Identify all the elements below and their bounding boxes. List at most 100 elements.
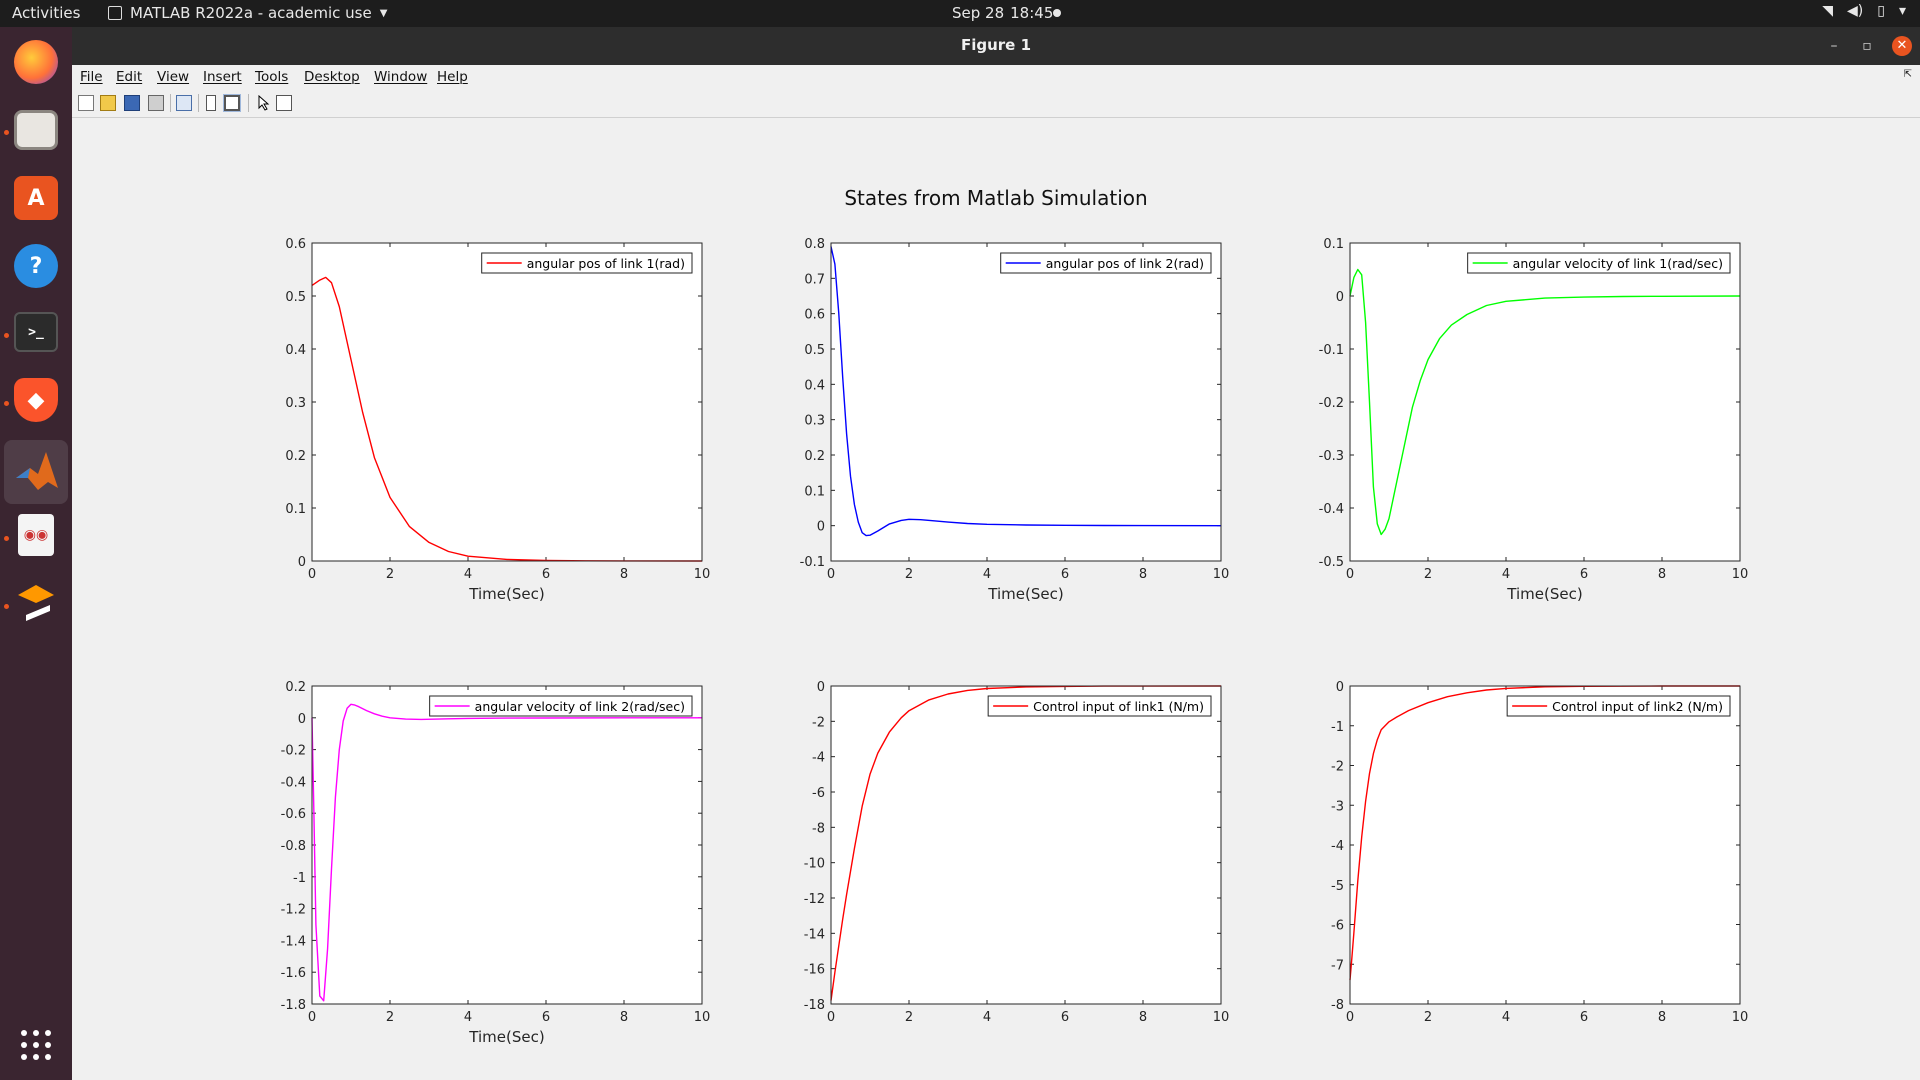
clock[interactable]: Sep 28 18:45 (952, 4, 1053, 22)
print-icon[interactable] (148, 95, 164, 111)
x-tick-label: 10 (1213, 567, 1230, 582)
hide-plot-tools-icon[interactable] (206, 95, 216, 111)
wifi-icon: ◥ (1822, 3, 1834, 19)
x-tick-label: 6 (1061, 1010, 1069, 1025)
subplot-3[interactable]: 0 2 4 6 8 10 -0.5 -0.4 -0.3 -0.2 -0.1 0 0.1 Time(Sec)… (1319, 237, 1749, 603)
sublime-text-icon (18, 585, 54, 621)
x-tick-label: 0 (827, 567, 835, 582)
save-icon[interactable] (124, 95, 140, 111)
x-tick-label: 6 (1061, 567, 1069, 582)
app-window-icon (108, 6, 122, 20)
dock-sublime-text[interactable] (11, 578, 61, 628)
toolbar-separator (198, 94, 199, 112)
y-tick-label: -1.6 (281, 966, 306, 981)
toolbar-separator (248, 94, 249, 112)
show-plot-tools-icon[interactable] (223, 94, 241, 112)
x-tick-label: 8 (620, 567, 628, 582)
series-line (311, 703, 702, 1002)
axes-box (311, 685, 703, 1005)
x-tick-label: 4 (983, 1010, 991, 1025)
dock-firefox[interactable] (11, 37, 61, 87)
app-menu[interactable]: MATLAB R2022a - academic use ▼ (108, 4, 387, 22)
menu-edit[interactable]: Edit (116, 69, 143, 85)
system-top-bar: Activities MATLAB R2022a - academic use … (0, 0, 1920, 27)
running-indicator (4, 130, 9, 135)
x-tick-label: 8 (1658, 567, 1666, 582)
system-tray[interactable]: ◥ ◀) ▯ ▾ (1822, 3, 1906, 19)
axes-box (1349, 242, 1741, 562)
subplot-2[interactable]: 0 2 4 6 8 10-0.100.10.20.30.40.50.60.70.8Time… (800, 237, 1230, 603)
x-tick-label: 0 (308, 567, 316, 582)
x-axis-label: Time(Sec) (987, 585, 1063, 603)
menu-file[interactable]: File (80, 69, 103, 85)
link-plot-icon[interactable] (176, 95, 192, 111)
legend-box (481, 252, 693, 274)
new-figure-icon[interactable] (78, 95, 94, 111)
y-tick-label: 0.1 (285, 502, 306, 517)
volume-icon: ◀) (1847, 3, 1864, 19)
subplot-4[interactable]: 0 2 4 6 8 10 -1.8 -1.6 -1.4 -1.2 -1 -0.8 -0.6 -0.4 -0.… (281, 680, 711, 1046)
edit-plot-icon[interactable] (256, 95, 272, 111)
dock-files[interactable] (11, 105, 61, 155)
series-line (1349, 685, 1740, 981)
x-tick-label: 8 (620, 1010, 628, 1025)
menu-view[interactable]: View (157, 69, 190, 85)
axes-box (311, 242, 703, 562)
series-line (1349, 268, 1741, 536)
y-tick-label: -14 (804, 927, 825, 942)
x-tick-label: 2 (386, 567, 394, 582)
dock-show-apps[interactable] (11, 1020, 61, 1070)
menu-help[interactable]: Help (437, 69, 468, 85)
x-tick-label: 10 (694, 567, 711, 582)
y-tick-label: -0.4 (1319, 502, 1344, 517)
y-tick-label: 0 (817, 520, 825, 535)
y-tick-label: -2 (812, 715, 825, 730)
close-button[interactable]: ✕ (1892, 36, 1912, 56)
y-tick-label: -1.4 (281, 934, 306, 949)
open-icon[interactable] (100, 95, 116, 111)
y-tick-label: 0 (298, 712, 306, 727)
legend-label: Control input of link2 (N/m) (1552, 699, 1723, 714)
menu-insert[interactable]: Insert (203, 69, 242, 85)
y-tick-label: 0 (1336, 680, 1344, 695)
subplots-svg[interactable]: 0 2 4 6 8 10 0 0.1 0.2 0.3 0.4 0.5 0.6 Time(Sec) angul… (72, 118, 1920, 1080)
x-tick-label: 2 (905, 1010, 913, 1025)
figure-canvas[interactable]: States from Matlab Simulation 0 2 4 6 8 10 0 0.… (72, 118, 1920, 1080)
brave-icon: ◆ (14, 378, 58, 422)
menu-tools[interactable]: Tools (255, 69, 289, 85)
dock: A ? >_ ◆ ◉◉ (0, 27, 72, 1080)
expand-toolstrip-icon[interactable]: ⇱ (1903, 69, 1912, 80)
y-tick-label: -1 (1331, 720, 1344, 735)
dock-app-center[interactable]: A (11, 173, 61, 223)
dock-terminal[interactable]: >_ (11, 307, 61, 357)
minimize-button[interactable]: – (1830, 38, 1838, 54)
dock-matlab[interactable] (4, 440, 68, 504)
y-tick-label: 0.4 (285, 343, 306, 358)
running-indicator (4, 604, 9, 609)
legend-box (1000, 252, 1212, 274)
series-line (830, 246, 1222, 537)
subplot-6[interactable]: 0 2 4 6 8 10 -8 -7 -6 -5 -4 -3 -2 -1 0 Control input of… (1331, 680, 1748, 1025)
x-tick-label: 6 (542, 1010, 550, 1025)
menu-desktop[interactable]: Desktop (304, 69, 360, 85)
subplot-1[interactable]: 0 2 4 6 8 10 0 0.1 0.2 0.3 0.4 0.5 0.6 Time(Sec) angul… (285, 237, 710, 603)
x-tick-label: 10 (694, 1010, 711, 1025)
y-tick-label: -0.1 (800, 555, 825, 570)
y-tick-label: -0.2 (1319, 396, 1344, 411)
y-tick-label: -8 (1331, 998, 1344, 1013)
dock-brave[interactable]: ◆ (11, 375, 61, 425)
y-tick-label: 0.4 (804, 378, 825, 393)
dock-document-viewer[interactable]: ◉◉ (11, 510, 61, 560)
running-indicator (4, 401, 9, 406)
y-tick-label: 0 (1336, 290, 1344, 305)
dock-help[interactable]: ? (11, 241, 61, 291)
window-titlebar[interactable]: Figure 1 – ▫ ✕ (72, 27, 1920, 65)
activities-button[interactable]: Activities (12, 4, 81, 22)
y-tick-label: -4 (812, 751, 825, 766)
legend-label: angular velocity of link 1(rad/sec) (1513, 256, 1723, 271)
maximize-button[interactable]: ▫ (1862, 38, 1872, 54)
subplot-5[interactable]: 0 2 4 6 8 10 -18 -16 -14 -12 -10 -8 -6 -4 -2 0 Control i… (804, 680, 1230, 1025)
y-tick-label: 0.1 (1323, 237, 1344, 252)
menu-window[interactable]: Window (374, 69, 428, 85)
property-inspector-icon[interactable] (276, 95, 292, 111)
